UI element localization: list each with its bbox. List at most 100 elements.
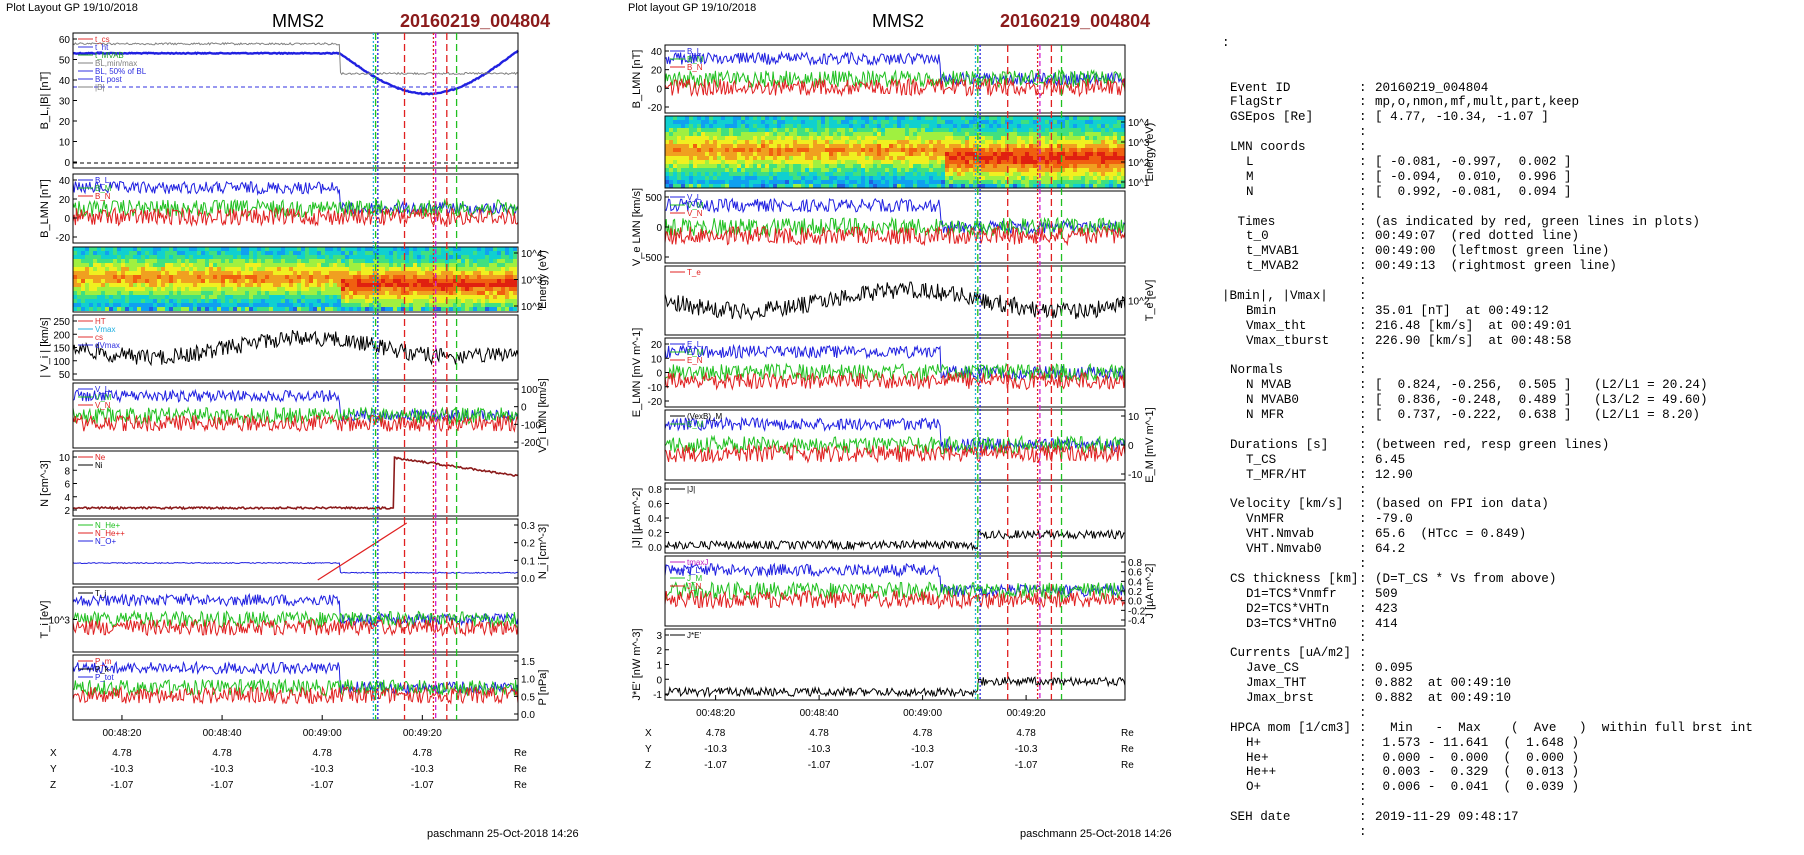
spectrogram-cell: [989, 120, 993, 124]
spectrogram-cell: [81, 279, 85, 283]
spectrogram-cell: [469, 251, 473, 255]
spectrogram-cell: [73, 255, 77, 259]
spectrogram-cell: [1053, 164, 1057, 168]
spectrogram-cell: [837, 132, 841, 136]
series-line: [72, 49, 519, 96]
spectrogram-cell: [685, 180, 689, 184]
spectrogram-cell: [725, 136, 729, 140]
spectrogram-cell: [785, 152, 789, 156]
spectrogram-cell: [845, 168, 849, 172]
spectrogram-cell: [489, 279, 493, 283]
spectrogram-cell: [113, 295, 117, 299]
spectrogram-cell: [1105, 152, 1109, 156]
spectrogram-cell: [381, 303, 385, 307]
spectrogram-cell: [429, 247, 433, 251]
spectrogram-cell: [425, 251, 429, 255]
spectrogram-cell: [877, 168, 881, 172]
spectrogram-cell: [81, 263, 85, 267]
series-line: [664, 443, 1126, 464]
spectrogram-cell: [1097, 180, 1101, 184]
spectrogram-cell: [169, 291, 173, 295]
legend-entry: Ne: [95, 453, 106, 462]
spectrogram-cell: [745, 184, 749, 188]
plot-title: MMS2: [872, 11, 924, 31]
spectrogram-cell: [741, 152, 745, 156]
spectrogram-cell: [449, 279, 453, 283]
spectrogram-cell: [1113, 132, 1117, 136]
spectrogram-cell: [409, 259, 413, 263]
spectrogram-cell: [861, 136, 865, 140]
info-value: 414: [1375, 616, 1398, 631]
spectrogram-cell: [341, 291, 345, 295]
spectrogram-cell: [229, 299, 233, 303]
spectrogram-cell: [401, 255, 405, 259]
spectrogram-cell: [697, 160, 701, 164]
spectrogram-cell: [129, 267, 133, 271]
spectrogram-cell: [933, 172, 937, 176]
spectrogram-cell: [1057, 172, 1061, 176]
spectrogram-cell: [685, 172, 689, 176]
spectrogram-cell: [825, 132, 829, 136]
spectrogram-cell: [377, 303, 381, 307]
spectrogram-cell: [1117, 120, 1121, 124]
spectrogram-cell: [365, 251, 369, 255]
spectrogram-cell: [217, 299, 221, 303]
info-key: CS thickness [km]: [1230, 571, 1359, 586]
spectrogram-cell: [309, 263, 313, 267]
spectrogram-cell: [925, 152, 929, 156]
legend-entry: t_cs: [95, 35, 110, 44]
spectrogram-cell: [1065, 136, 1069, 140]
spectrogram-cell: [1085, 184, 1089, 188]
spectrogram-cell: [501, 263, 505, 267]
spectrogram-cell: [117, 247, 121, 251]
spectrogram-cell: [881, 116, 885, 120]
spectrogram-cell: [277, 299, 281, 303]
spectrogram-cell: [225, 263, 229, 267]
spectrogram-cell: [1093, 116, 1097, 120]
spectrogram-cell: [745, 140, 749, 144]
spectrogram-cell: [437, 283, 441, 287]
spectrogram-cell: [1089, 148, 1093, 152]
spectrogram-cell: [1017, 176, 1021, 180]
spectrogram-cell: [1001, 184, 1005, 188]
spectrogram-cell: [125, 291, 129, 295]
spectrogram-cell: [397, 247, 401, 251]
spectrogram-cell: [73, 295, 77, 299]
spectrogram-cell: [857, 180, 861, 184]
spectrogram-cell: [457, 259, 461, 263]
spectrogram-cell: [1005, 116, 1009, 120]
spectrogram-cell: [689, 140, 693, 144]
spectrogram-cell: [429, 307, 433, 311]
panel-frame: [664, 265, 1126, 336]
spectrogram-cell: [777, 160, 781, 164]
spectrogram-cell: [797, 172, 801, 176]
spectrogram-cell: [833, 156, 837, 160]
spectrogram-cell: [749, 152, 753, 156]
spectrogram-cell: [901, 148, 905, 152]
spectrogram-cell: [189, 275, 193, 279]
spectrogram-cell: [425, 295, 429, 299]
spectrogram-cell: [481, 267, 485, 271]
spectrogram-cell: [1021, 160, 1025, 164]
spectrogram-cell: [925, 184, 929, 188]
spectrogram-cell: [1077, 184, 1081, 188]
spectrogram-cell: [909, 136, 913, 140]
spectrogram-cell: [997, 116, 1001, 120]
spectrogram-cell: [781, 164, 785, 168]
spectrogram-cell: [433, 255, 437, 259]
spectrogram-cell: [97, 267, 101, 271]
spectrogram-cell: [689, 144, 693, 148]
spectrogram-cell: [337, 247, 341, 251]
spectrogram-cell: [405, 303, 409, 307]
spectrogram-cell: [673, 140, 677, 144]
spectrogram-cell: [909, 116, 913, 120]
spectrogram-cell: [817, 148, 821, 152]
info-value: 2019-11-29 09:48:17: [1375, 810, 1519, 825]
spectrogram-cell: [1029, 116, 1033, 120]
spectrogram-cell: [285, 247, 289, 251]
spectrogram-cell: [945, 120, 949, 124]
spectrogram-cell: [265, 283, 269, 287]
spectrogram-cell: [181, 251, 185, 255]
spectrogram-cell: [409, 299, 413, 303]
spectrogram-cell: [497, 263, 501, 267]
